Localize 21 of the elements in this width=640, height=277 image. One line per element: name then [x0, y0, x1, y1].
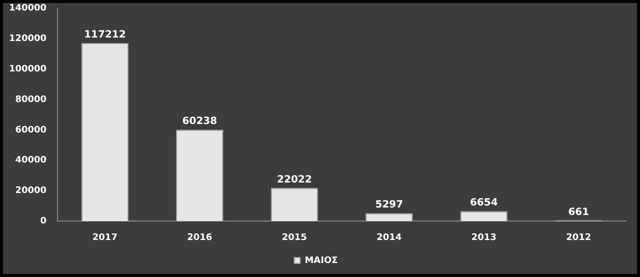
x-tick-label: 2015 [282, 232, 307, 243]
y-tick-label: 100000 [8, 64, 47, 75]
x-tick-label: 2013 [471, 232, 496, 243]
data-label: 661 [568, 206, 590, 218]
data-label: 5297 [375, 200, 404, 211]
data-label: 60238 [182, 116, 218, 128]
data-label: 6654 [470, 198, 498, 209]
legend-label: ΜΑΙΟΣ [304, 256, 338, 266]
y-tick-label: 140000 [8, 4, 47, 14]
data-label: 117212 [84, 30, 126, 41]
y-tick-label: 20000 [15, 186, 47, 196]
x-tick-label: 2017 [92, 232, 118, 243]
x-tick-label: 2012 [566, 232, 592, 243]
y-tick-label: 40000 [15, 156, 47, 166]
y-tick-label: 60000 [15, 125, 47, 136]
y-tick-label: 0 [40, 216, 47, 227]
x-tick-label: 2014 [376, 232, 402, 243]
x-tick-label: 2016 [187, 232, 212, 243]
y-tick-label: 80000 [15, 94, 47, 105]
data-label: 22022 [277, 174, 312, 186]
y-tick-label: 120000 [8, 34, 47, 44]
